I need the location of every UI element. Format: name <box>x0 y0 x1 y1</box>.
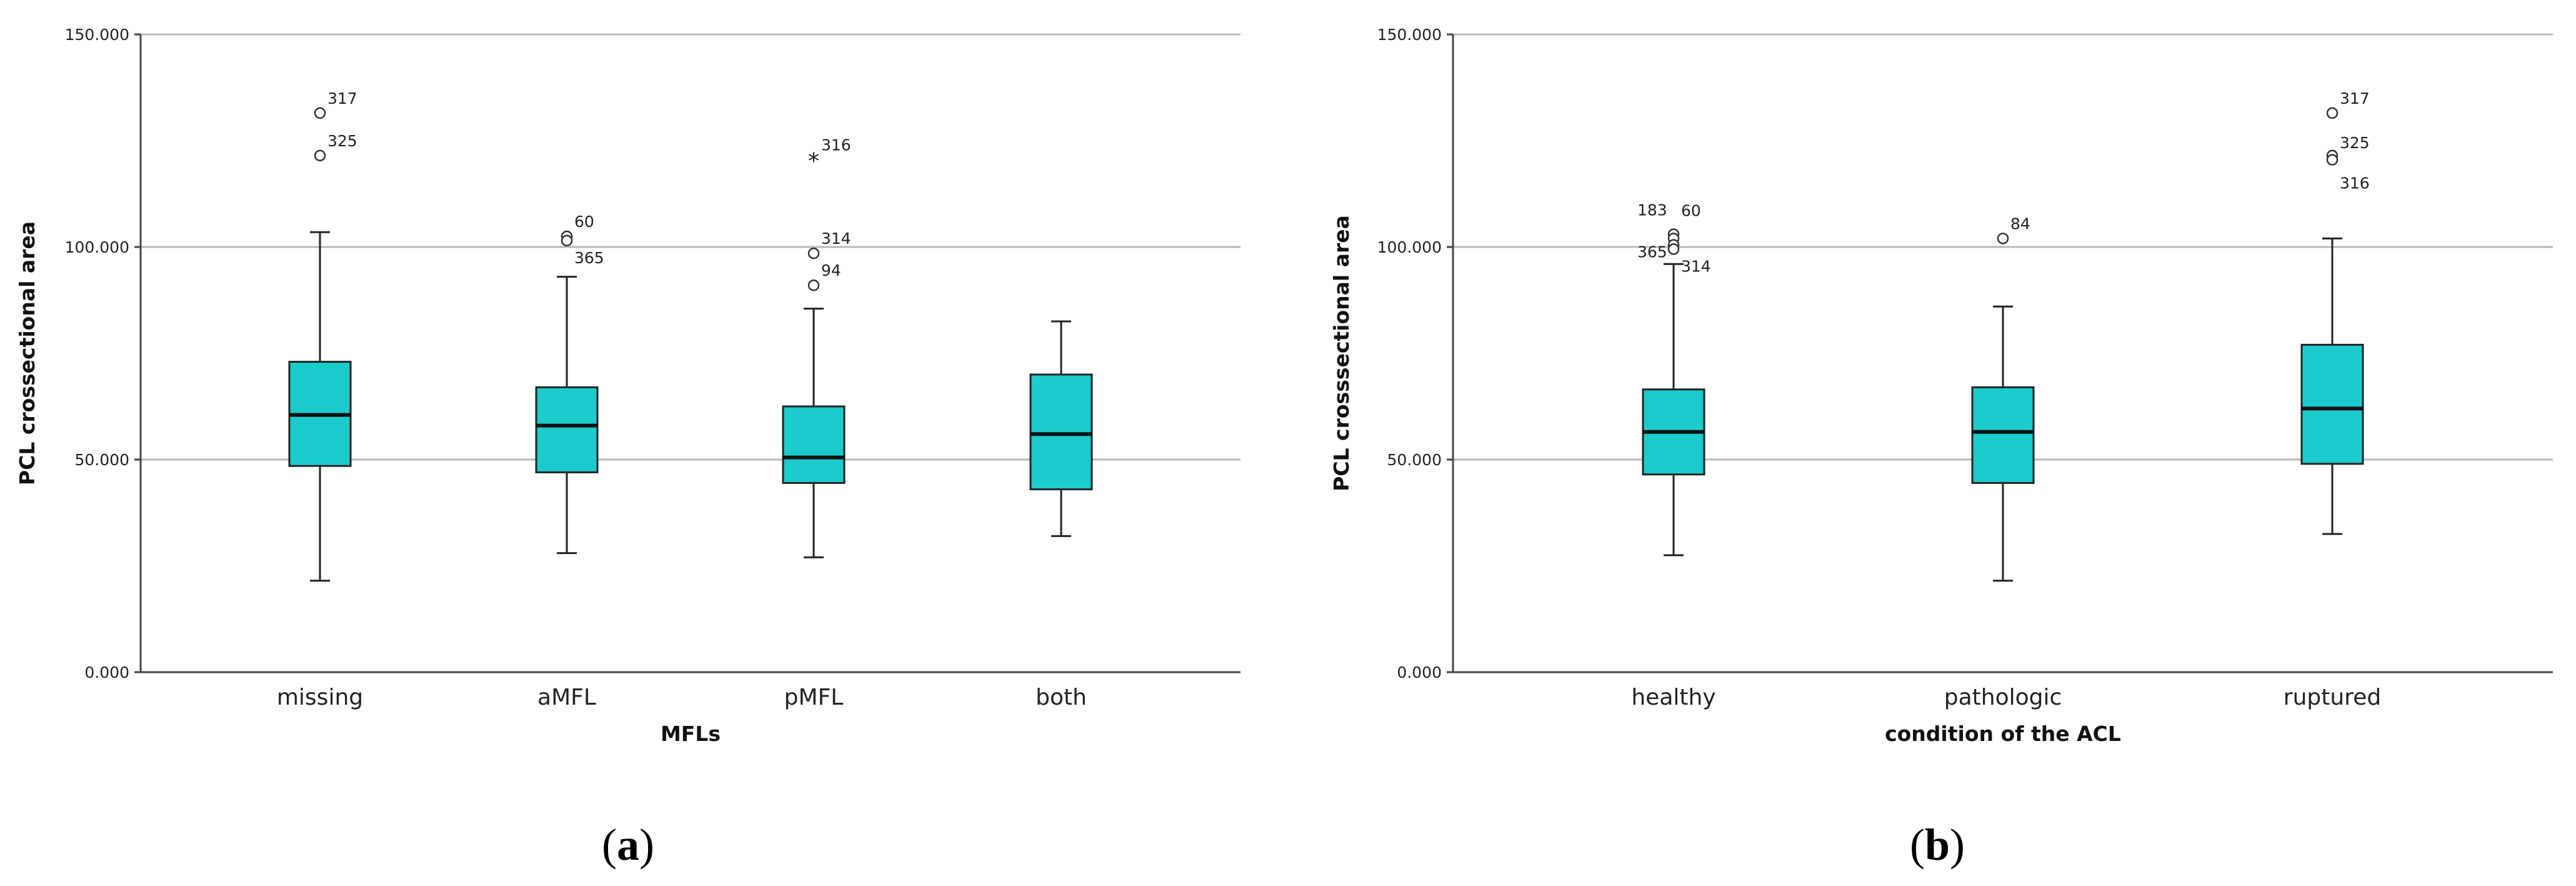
outlier-label: 314 <box>1681 257 1711 275</box>
box <box>535 386 599 473</box>
panel-label: (a) <box>602 820 654 870</box>
outlier-point <box>561 234 573 247</box>
outlier-label: 60 <box>574 213 594 231</box>
y-tick-label: 100.000 <box>1377 238 1442 256</box>
outlier-label: 325 <box>327 132 357 150</box>
outlier-point <box>2326 154 2339 166</box>
box-group: 84 <box>1971 214 2035 582</box>
box-group: 317 325 <box>288 89 357 582</box>
box <box>1971 386 2035 484</box>
outlier-point <box>314 149 326 162</box>
y-axis-title: PCL crosssectional area <box>1329 215 1354 491</box>
outlier-label: 94 <box>821 261 841 279</box>
y-tick-label: 0.000 <box>84 663 129 682</box>
box <box>782 405 846 484</box>
outlier-label: 84 <box>2010 214 2030 233</box>
box-group: *316 314 94 <box>782 136 851 558</box>
outlier-label: 60 <box>1681 201 1701 219</box>
outlier-point <box>807 279 820 291</box>
box-group: 317 325 316 <box>2300 89 2370 535</box>
outlier-point <box>807 247 820 259</box>
x-category-label: both <box>1036 685 1087 710</box>
x-axis-title: condition of the ACL <box>1885 722 2121 746</box>
outlier-label: 365 <box>1637 243 1667 261</box>
x-category-label: pathologic <box>1944 685 2062 710</box>
x-category-label: healthy <box>1631 685 1715 710</box>
y-tick-label: 150.000 <box>1377 26 1442 44</box>
outlier-label: 365 <box>574 249 604 267</box>
outlier-label: 316 <box>2340 174 2370 193</box>
y-tick-label: 50.000 <box>1387 451 1442 469</box>
y-axis-title: PCL crossectional area <box>15 221 39 485</box>
outlier-star: * <box>808 149 819 174</box>
outlier-label: 317 <box>2340 89 2370 108</box>
x-category-label: aMFL <box>537 685 596 710</box>
chart-panel-a: 0.000 50.000 100.000 150.000 317 325 missing 60… <box>15 26 1241 870</box>
outlier-label: 316 <box>821 136 851 154</box>
outlier-point <box>1667 243 1680 255</box>
outlier-point <box>2326 107 2339 119</box>
y-tick-label: 150.000 <box>65 26 129 44</box>
y-tick-label: 50.000 <box>75 451 129 469</box>
outlier-label: 325 <box>2340 134 2370 152</box>
outlier-point <box>314 107 326 119</box>
x-category-label: pMFL <box>784 685 844 710</box>
box <box>1029 373 1093 491</box>
y-tick-label: 0.000 <box>1397 663 1442 682</box>
y-tick-label: 100.000 <box>65 238 129 256</box>
outlier-label: 317 <box>327 89 357 108</box>
panel-label: (b) <box>1910 820 1965 870</box>
x-category-label: ruptured <box>2284 685 2381 710</box>
outlier-label: 183 <box>1637 201 1667 219</box>
box-group: 183 60 365 314 <box>1637 201 1711 556</box>
box-group <box>1029 320 1093 537</box>
box <box>2300 343 2364 465</box>
chart-panel-b: 0.000 50.000 100.000 150.000 183 60 365 314 heal… <box>1329 26 2553 870</box>
outlier-label: 314 <box>821 229 851 248</box>
x-axis-title: MFLs <box>661 722 721 746</box>
outlier-point <box>1997 233 2009 244</box>
box-group: 60 365 <box>535 213 604 555</box>
x-category-label: missing <box>277 685 363 710</box>
